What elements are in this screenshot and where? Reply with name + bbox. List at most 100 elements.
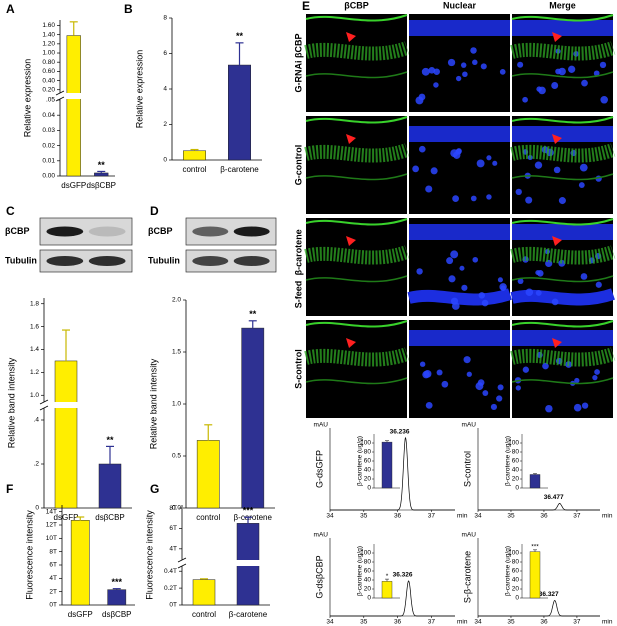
- inset-y-tick-label: 20: [512, 586, 520, 593]
- nucleus: [450, 250, 459, 259]
- nucleus: [551, 82, 559, 89]
- y-tick-label: 6T: [169, 525, 177, 532]
- y-tick-label: 6: [163, 50, 167, 57]
- cbp-signal: [305, 71, 408, 79]
- y-tick-label: 0: [35, 505, 39, 512]
- nucleus: [535, 289, 542, 296]
- y-tick-label: 14T: [46, 508, 57, 515]
- row-label: G-control: [293, 145, 303, 186]
- micrograph-bg: [306, 218, 407, 316]
- cbp-signal: [510, 347, 616, 367]
- cbp-signal: [305, 320, 408, 328]
- blot-band: [46, 226, 84, 237]
- cbp-signal: [305, 275, 408, 283]
- y-tick-label: .2: [34, 461, 40, 468]
- bar: [98, 463, 122, 509]
- micrograph-bg: [306, 116, 407, 214]
- nuclear-band: [409, 224, 510, 240]
- y-tick-label: 1.0: [172, 401, 181, 408]
- y-tick-label: 1.0: [30, 392, 39, 399]
- nucleus: [430, 167, 438, 175]
- nucleus: [481, 299, 489, 307]
- nucleus: [419, 361, 426, 367]
- x-tick-label: dsβCBP: [87, 181, 117, 190]
- arrowhead: [346, 32, 356, 42]
- inset-y-label: β-carotene (ug/g): [357, 546, 364, 596]
- nucleus: [423, 370, 432, 378]
- x-tick-label: 37: [428, 619, 436, 626]
- nucleus: [459, 265, 465, 271]
- y-tick-label: 1.2: [30, 369, 39, 376]
- inset-y-tick-label: 100: [508, 550, 519, 557]
- y-tick-label: 8T: [169, 505, 177, 512]
- x-axis-label: min: [457, 513, 468, 520]
- blot-band: [88, 256, 126, 266]
- inset-y-tick-label: 100: [508, 440, 519, 447]
- nucleus: [470, 47, 477, 54]
- nucleus: [470, 195, 477, 202]
- chromatogram-title: G-dsβCBP: [314, 555, 324, 598]
- y-tick-label: 2.0: [172, 297, 181, 304]
- blot-label: βCBP: [148, 226, 173, 236]
- nucleus: [441, 380, 449, 388]
- y-axis-label: Relative expression: [22, 59, 32, 138]
- nucleus: [460, 62, 467, 68]
- break-mark: [55, 90, 65, 96]
- y-tick-label: 12T: [46, 522, 57, 529]
- x-tick-label: 36: [540, 619, 548, 626]
- nucleus: [593, 70, 600, 77]
- significance: ***: [531, 544, 539, 551]
- cbp-signal: [305, 14, 408, 22]
- y-tick-label: 1.4: [30, 346, 39, 353]
- significance: **: [98, 160, 106, 170]
- break-mark: [177, 563, 187, 569]
- inset-y-tick-label: 20: [512, 476, 520, 483]
- blot-band: [192, 256, 229, 266]
- x-tick-label: β-carotene: [220, 165, 259, 174]
- inset-y-tick-label: 20: [364, 476, 372, 483]
- inset-y-label: β-carotene (ug/g): [505, 436, 512, 486]
- x-axis-label: min: [602, 619, 613, 626]
- peak-label: 36.327: [539, 591, 559, 598]
- significance: *: [386, 573, 389, 580]
- y-tick-label: 0.04: [42, 112, 55, 119]
- micrograph: [407, 218, 512, 316]
- micrograph-bg: [306, 320, 407, 418]
- nucleus: [568, 65, 576, 73]
- micrograph: [510, 116, 616, 214]
- y-tick-label: 0.80: [42, 59, 55, 66]
- y-tick-label: 1.5: [172, 349, 181, 356]
- y-tick-label: 0.60: [42, 68, 55, 75]
- nucleus: [573, 403, 582, 412]
- x-tick-label: dsβCBP: [95, 513, 125, 522]
- y-axis-label: mAU: [462, 422, 477, 429]
- x-tick-label: control: [196, 513, 220, 522]
- blot-frame: [39, 249, 133, 273]
- nuclear-band: [407, 288, 512, 306]
- blot-label: βCBP: [5, 226, 30, 236]
- nucleus: [446, 257, 454, 265]
- bar: [107, 589, 127, 606]
- y-tick-label: 4T: [49, 575, 57, 582]
- micrograph: [304, 14, 410, 112]
- inset-bar: [381, 441, 393, 489]
- micrograph: [304, 218, 410, 316]
- nucleus: [433, 82, 439, 88]
- inset-y-tick-label: 0: [367, 595, 371, 602]
- y-tick-label: 10T: [46, 535, 57, 542]
- nucleus: [462, 71, 468, 78]
- y-tick-label: 0.5: [172, 453, 181, 460]
- nucleus: [425, 185, 433, 193]
- cbp-signal: [511, 377, 614, 385]
- arrowhead: [346, 338, 356, 348]
- inset-y-tick-label: 40: [364, 467, 372, 474]
- bar: [70, 520, 90, 606]
- nucleus: [490, 403, 498, 411]
- inset-y-tick-label: 100: [360, 440, 371, 447]
- cbp-signal: [305, 173, 408, 181]
- x-tick-label: 36: [540, 513, 548, 520]
- nucleus: [600, 95, 608, 104]
- y-axis-label: Relative expression: [134, 50, 144, 129]
- blot-band: [233, 226, 270, 237]
- break-mark: [55, 96, 65, 102]
